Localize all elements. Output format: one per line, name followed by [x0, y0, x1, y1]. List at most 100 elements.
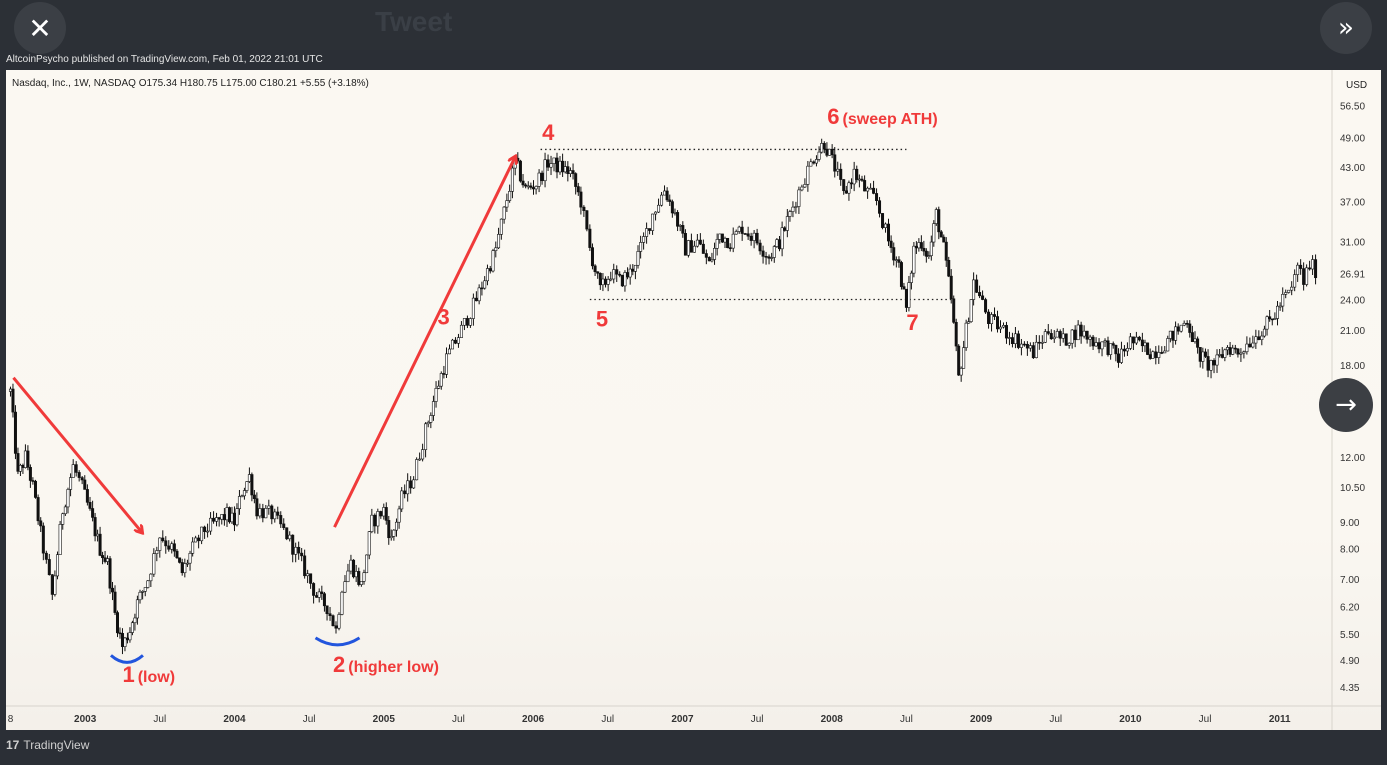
candle-body: [1013, 333, 1017, 345]
candle-body: [927, 255, 931, 257]
candle-body: [660, 194, 664, 206]
candle-body: [258, 508, 262, 517]
candle-body: [240, 495, 244, 498]
candle-body: [1088, 336, 1092, 340]
candle-body: [609, 278, 613, 281]
candle-body: [678, 225, 682, 227]
label-6-sweep-ath-note: (sweep ATH): [843, 111, 938, 128]
candle-body: [409, 480, 413, 489]
candle-body: [149, 573, 153, 582]
candle-body: [1103, 340, 1107, 343]
candle-body: [1031, 345, 1035, 359]
x-tick-label: 2007: [671, 714, 694, 725]
candle-body: [1257, 336, 1261, 340]
candle-body: [1223, 349, 1227, 358]
candle-body: [222, 514, 226, 521]
candle-body: [809, 161, 813, 167]
tradingview-logo: 17 TradingView: [6, 738, 89, 752]
candle-body: [447, 348, 451, 355]
candle-body: [623, 272, 627, 287]
candle-body: [710, 259, 714, 262]
candle-body: [681, 225, 685, 234]
candle-body: [384, 507, 388, 521]
candle-body: [1119, 348, 1123, 363]
candle-body: [1299, 264, 1303, 269]
candle-body: [412, 479, 416, 489]
candle-body: [328, 613, 332, 616]
candle-body: [723, 237, 727, 243]
candle-body: [628, 268, 632, 278]
candle-body: [1049, 333, 1053, 340]
candle-body: [648, 228, 652, 231]
next-arrow-button[interactable]: →: [1319, 378, 1373, 432]
candle-body: [394, 521, 398, 531]
candle-body: [88, 502, 92, 509]
low-arc: [109, 654, 144, 664]
candle-body: [128, 632, 132, 641]
candle-body: [331, 615, 335, 627]
candle-body: [261, 508, 265, 519]
candle-body: [164, 540, 168, 547]
top-bar: Tweet: [0, 0, 1387, 50]
candle-body: [1109, 343, 1113, 355]
candle-body: [764, 256, 768, 258]
candle-body: [93, 517, 97, 537]
candle-body: [914, 245, 918, 249]
expand-icon[interactable]: »: [1320, 2, 1372, 54]
candle-body: [937, 209, 941, 233]
candle-body: [343, 581, 347, 593]
candle-body: [1275, 305, 1279, 319]
candle-body: [1262, 328, 1266, 337]
candle-body: [135, 599, 139, 619]
candle-body: [934, 209, 938, 224]
candle-body: [465, 318, 469, 326]
candle-body: [668, 199, 672, 202]
candle-body: [291, 534, 295, 555]
candle-body: [892, 247, 896, 261]
price-chart[interactable]: Nasdaq, Inc., 1W, NASDAQ O175.34 H180.75…: [6, 70, 1381, 730]
x-tick-label: Jul: [1199, 714, 1212, 725]
x-tick-label: 2009: [970, 714, 993, 725]
candle-body: [499, 218, 503, 235]
y-tick-label: 10.50: [1340, 483, 1365, 494]
uptrend-arrow: [333, 157, 516, 528]
candle-body: [480, 287, 484, 290]
candle-body: [944, 241, 948, 261]
candle-body: [737, 226, 741, 232]
candle-body: [1043, 331, 1047, 343]
candle-body: [212, 517, 216, 522]
y-tick-label: 18.00: [1340, 361, 1365, 372]
candle-body: [225, 507, 229, 521]
y-tick-label: 43.00: [1340, 163, 1365, 174]
candle-body: [1097, 342, 1101, 350]
candle-body: [639, 242, 643, 252]
candle-body: [800, 186, 804, 191]
candle-body: [615, 269, 619, 275]
candle-body: [604, 278, 608, 285]
publisher-line: AltcoinPsycho published on TradingView.c…: [6, 54, 323, 65]
candle-body: [172, 543, 176, 552]
candle-body: [998, 326, 1002, 330]
candle-body: [1193, 338, 1197, 342]
label-3: 3: [438, 304, 450, 329]
candle-body: [334, 625, 338, 629]
candle-body: [1251, 342, 1255, 348]
candle-body: [83, 479, 87, 490]
candle-body: [524, 184, 528, 187]
candle-body: [1305, 267, 1309, 285]
price-series: [8, 138, 1318, 655]
close-button[interactable]: ✕: [14, 2, 66, 54]
candle-body: [242, 490, 246, 497]
candle-body: [932, 223, 936, 243]
y-tick-label: 7.00: [1340, 575, 1360, 586]
candle-body: [1185, 322, 1189, 325]
candle-body: [673, 212, 677, 214]
candle-body: [232, 512, 236, 526]
candle-body: [362, 572, 366, 582]
candle-body: [695, 239, 699, 247]
candle-body: [477, 287, 481, 302]
candle-body: [929, 241, 933, 256]
x-tick-label: 2005: [373, 714, 396, 725]
candle-body: [415, 459, 419, 481]
candle-body: [152, 553, 156, 575]
